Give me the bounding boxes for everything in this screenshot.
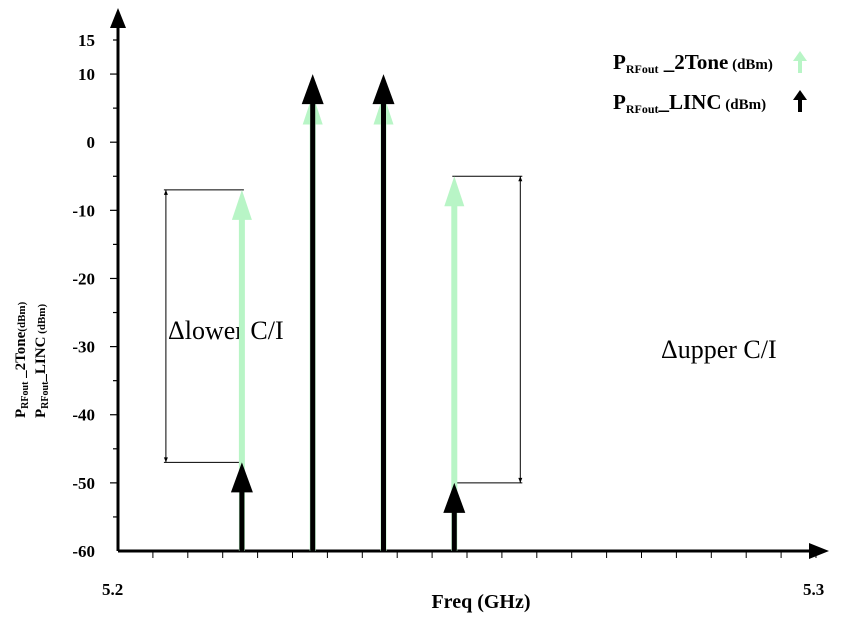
legend: PRFout _2Tone (dBm) PRFout_LINC (dBm) bbox=[613, 50, 807, 116]
ci-bracket-tip-bottom bbox=[518, 477, 523, 483]
legend-linc-main: P bbox=[613, 90, 626, 114]
tone-linc-arrow bbox=[301, 74, 324, 551]
tone-linc-arrow-head bbox=[230, 462, 253, 493]
y-title-line2-sub: RFout bbox=[40, 381, 51, 409]
y-tick-labels: 15 10 0 -10 -20 -30 -40 -50 -60 bbox=[72, 31, 95, 561]
y-title-line1-main: P bbox=[13, 409, 29, 418]
y-title-line1-unit: (dBm) bbox=[16, 301, 28, 331]
tone-linc-arrow bbox=[443, 482, 466, 551]
y-tick-label: 15 bbox=[78, 31, 95, 50]
x-tick-label-end: 5.3 bbox=[803, 580, 824, 599]
y-title-line2-main: P bbox=[33, 409, 49, 418]
tone-linc-arrow-head bbox=[301, 74, 324, 105]
svg-text:PRFout _2Tone (dBm): PRFout _2Tone (dBm) bbox=[613, 50, 773, 76]
legend-arrow-head bbox=[793, 90, 807, 100]
y-tick-label: -60 bbox=[72, 542, 95, 561]
svg-text:PRFout_LINC (dBm): PRFout_LINC (dBm) bbox=[613, 90, 766, 116]
tone-linc-arrow-head bbox=[443, 482, 466, 513]
svg-text:PRFout _2Tone(dBm): PRFout _2Tone(dBm) bbox=[13, 301, 31, 418]
legend-2tone-unit: (dBm) bbox=[728, 57, 773, 73]
legend-arrow-head bbox=[793, 51, 807, 61]
y-tick-label: -50 bbox=[72, 474, 95, 493]
y-ticks bbox=[110, 39, 118, 518]
legend-linc-arrow-icon bbox=[793, 90, 807, 112]
y-tick-label: -20 bbox=[72, 269, 95, 288]
legend-2tone-rest: _2Tone bbox=[659, 50, 729, 74]
upper-ci-label: Δupper C/I bbox=[661, 335, 777, 364]
svg-text:PRFout_LINC (dBm): PRFout_LINC (dBm) bbox=[33, 304, 51, 418]
tone-2tone-arrow-head bbox=[444, 176, 465, 207]
legend-2tone-sub: RFout bbox=[626, 62, 659, 76]
ci-bracket-tip-top bbox=[518, 176, 523, 182]
y-tick-label: -40 bbox=[72, 406, 95, 425]
y-title-line1-rest: _2Tone bbox=[13, 331, 29, 381]
tone-linc-arrow-head bbox=[372, 74, 395, 105]
legend-2tone-arrow-icon bbox=[793, 51, 807, 73]
legend-linc-unit: (dBm) bbox=[722, 97, 767, 113]
y-tick-label: 0 bbox=[87, 133, 96, 152]
tone-2tone-arrow-head bbox=[231, 189, 252, 220]
ci-bracket bbox=[163, 189, 244, 463]
y-tick-label: -10 bbox=[72, 201, 95, 220]
y-title-line2-unit: (dBm) bbox=[36, 304, 48, 337]
tone-linc-arrow bbox=[372, 74, 395, 551]
y-tick-label: 10 bbox=[78, 65, 95, 84]
ci-bracket-tip-bottom bbox=[163, 457, 168, 463]
legend-linc-sub: RFout bbox=[626, 102, 659, 116]
x-axis-title: Freq (GHz) bbox=[431, 591, 530, 613]
y-axis-title: PRFout _2Tone(dBm) bbox=[13, 301, 31, 418]
lower-ci-label: Δlower C/I bbox=[168, 316, 284, 345]
annotations bbox=[163, 175, 523, 484]
ci-bracket-tip-top bbox=[163, 189, 168, 195]
legend-2tone-main: P bbox=[613, 50, 626, 74]
y-axis-arrow-icon bbox=[110, 8, 126, 28]
x-axis-arrow-icon bbox=[809, 543, 829, 559]
legend-linc-rest: _LINC bbox=[658, 90, 722, 114]
y-tick-label: -30 bbox=[72, 338, 95, 357]
tone-linc-arrow bbox=[230, 462, 253, 551]
x-tick-label-start: 5.2 bbox=[102, 580, 123, 599]
y-title-line2-rest: _LINC bbox=[33, 337, 49, 383]
x-ticks bbox=[152, 551, 817, 558]
ci-bracket bbox=[452, 175, 523, 484]
y-axis-title-2: PRFout_LINC (dBm) bbox=[33, 304, 51, 418]
data-marks bbox=[230, 74, 466, 551]
y-title-line1-sub: RFout bbox=[20, 381, 31, 409]
